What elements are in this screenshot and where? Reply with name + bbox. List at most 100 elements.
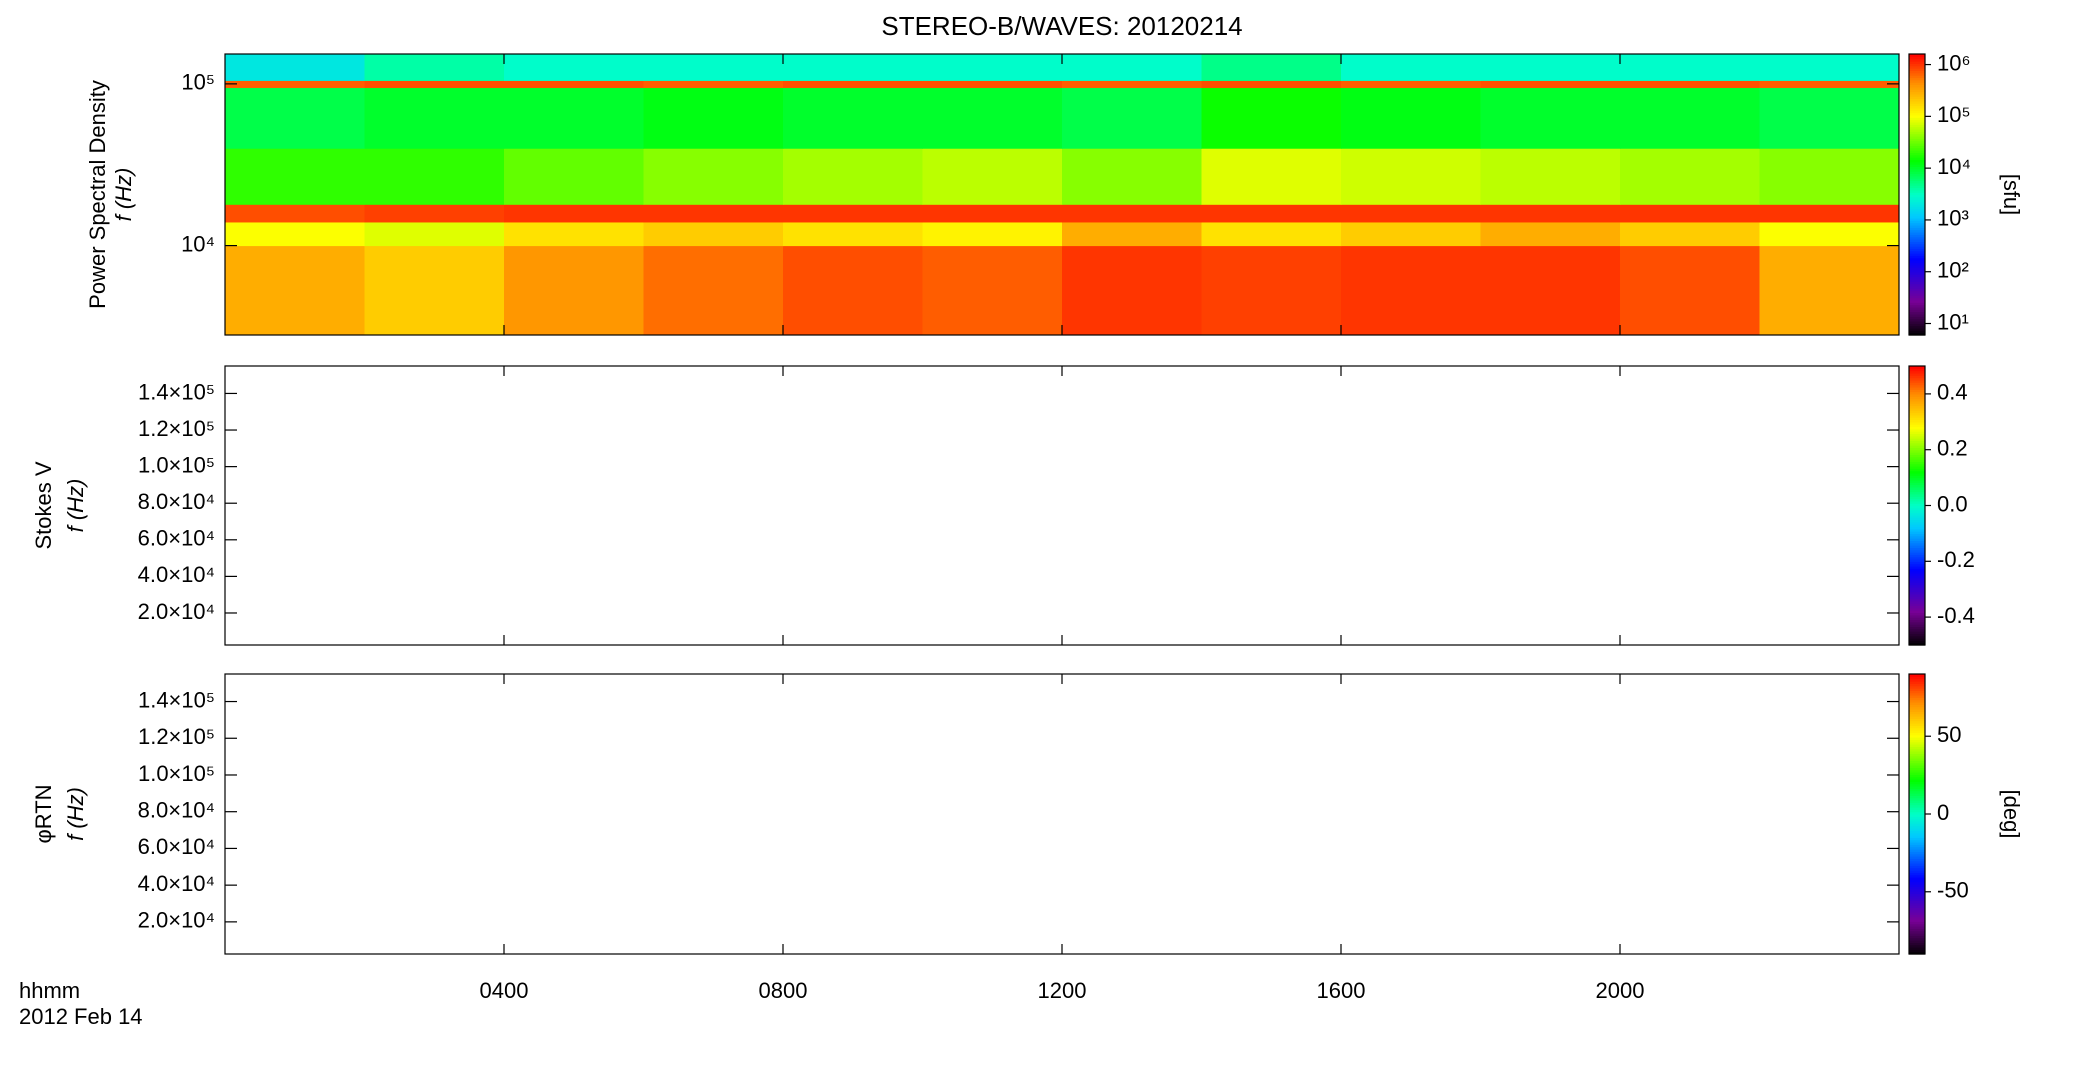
- heatmap-cell: [225, 245, 365, 336]
- colorbar-segment: [1909, 558, 1925, 562]
- colorbar-segment: [1909, 704, 1925, 708]
- colorbar-segment: [1909, 837, 1925, 841]
- colorbar-segment: [1909, 865, 1925, 869]
- colorbar-segment: [1909, 678, 1925, 682]
- colorbar-segment: [1909, 510, 1925, 514]
- colorbar-segment: [1909, 175, 1925, 179]
- colorbar-segment: [1909, 926, 1925, 929]
- colorbar-segment: [1909, 431, 1925, 435]
- heatmap-cell: [1620, 54, 1760, 81]
- colorbar-segment: [1909, 872, 1925, 876]
- heatmap-cell: [643, 87, 784, 149]
- colorbar-segment: [1909, 772, 1925, 775]
- colorbar-segment: [1909, 309, 1925, 313]
- colorbar-segment: [1909, 405, 1925, 409]
- colorbar-segment: [1909, 248, 1925, 252]
- colorbar-segment: [1909, 292, 1925, 296]
- colorbar-segment: [1909, 713, 1925, 717]
- colorbar-segment: [1909, 253, 1925, 256]
- colorbar-segment: [1909, 171, 1925, 175]
- colorbar-segment: [1909, 128, 1925, 132]
- colorbar-segment: [1909, 688, 1925, 691]
- colorbar-segment: [1909, 243, 1925, 247]
- colorbar-segment: [1909, 147, 1925, 151]
- colorbar-segment: [1909, 811, 1925, 815]
- colorbar-segment: [1909, 257, 1925, 261]
- colorbar-segment: [1909, 870, 1925, 873]
- colorbar-segment: [1909, 921, 1925, 925]
- colorbar-segment: [1909, 631, 1925, 634]
- colorbar-segment: [1909, 463, 1925, 467]
- heatmap-cell: [1201, 148, 1342, 205]
- colorbar-segment: [1909, 586, 1925, 590]
- heatmap-cell: [1062, 148, 1202, 205]
- colorbar-segment: [1909, 250, 1925, 254]
- colorbar-segment: [1909, 795, 1925, 799]
- heatmap-cell: [504, 204, 644, 223]
- colorbar-segment: [1909, 459, 1925, 462]
- chart-title: STEREO-B/WAVES: 20120214: [881, 11, 1242, 41]
- colorbar-tick-label: 10⁵: [1937, 102, 1971, 127]
- heatmap-cell: [1759, 245, 1900, 336]
- colorbar-segment: [1909, 124, 1925, 128]
- colorbar-segment: [1909, 295, 1925, 299]
- colorbar-segment: [1909, 923, 1925, 927]
- heatmap-cell: [364, 80, 505, 88]
- heatmap-cell: [504, 80, 644, 88]
- colorbar-segment: [1909, 579, 1925, 583]
- colorbar-segment: [1909, 491, 1925, 495]
- colorbar-segment: [1909, 947, 1925, 950]
- heatmap-cell: [504, 245, 644, 336]
- colorbar-segment: [1909, 114, 1925, 118]
- colorbar-segment: [1909, 893, 1925, 897]
- heatmap-cell: [504, 87, 644, 149]
- colorbar-segment: [1909, 881, 1925, 885]
- colorbar-segment: [1909, 135, 1925, 139]
- colorbar-segment: [1909, 937, 1925, 941]
- colorbar-segment: [1909, 449, 1925, 453]
- colorbar-segment: [1909, 213, 1925, 217]
- heatmap-cell: [1201, 87, 1342, 149]
- colorbar-segment: [1909, 297, 1925, 301]
- colorbar-segment: [1909, 138, 1925, 142]
- colorbar-segment: [1909, 391, 1925, 395]
- colorbar-segment: [1909, 386, 1925, 390]
- colorbar-segment: [1909, 72, 1925, 76]
- colorbar-segment: [1909, 886, 1925, 890]
- colorbar-tick-label: 10⁴: [1937, 154, 1971, 179]
- colorbar-segment: [1909, 440, 1925, 444]
- colorbar-segment: [1909, 542, 1925, 546]
- colorbar-segment: [1909, 164, 1925, 167]
- heatmap-cell: [922, 80, 1063, 88]
- colorbar-segment: [1909, 835, 1925, 838]
- y-tick-label: 1.2×10⁵: [138, 416, 215, 441]
- colorbar-segment: [1909, 208, 1925, 212]
- colorbar-segment: [1909, 283, 1925, 287]
- colorbar-segment: [1909, 818, 1925, 822]
- colorbar-segment: [1909, 776, 1925, 780]
- heatmap-cell: [1620, 80, 1760, 88]
- colorbar-segment: [1909, 900, 1925, 904]
- colorbar-segment: [1909, 617, 1925, 621]
- colorbar-segment: [1909, 751, 1925, 754]
- heatmap-cell: [225, 204, 365, 223]
- heatmap-cell: [1201, 245, 1342, 336]
- heatmap-cell: [504, 54, 644, 81]
- colorbar-tick-label: -0.4: [1937, 603, 1975, 628]
- heatmap-cell: [1480, 80, 1621, 88]
- colorbar-segment: [1909, 786, 1925, 789]
- colorbar-segment: [1909, 676, 1925, 680]
- colorbar-segment: [1909, 709, 1925, 712]
- colorbar-segment: [1909, 568, 1925, 572]
- colorbar-segment: [1909, 470, 1925, 474]
- heatmap-cell: [643, 148, 784, 205]
- colorbar-segment: [1909, 591, 1925, 595]
- colorbar-segment: [1909, 389, 1925, 393]
- heatmap-cell: [1062, 245, 1202, 336]
- colorbar-segment: [1909, 318, 1925, 322]
- colorbar-segment: [1909, 760, 1925, 764]
- colorbar-segment: [1909, 888, 1925, 892]
- heatmap-cell: [643, 54, 784, 81]
- colorbar-segment: [1909, 800, 1925, 803]
- y-tick-label: 10⁴: [181, 231, 215, 256]
